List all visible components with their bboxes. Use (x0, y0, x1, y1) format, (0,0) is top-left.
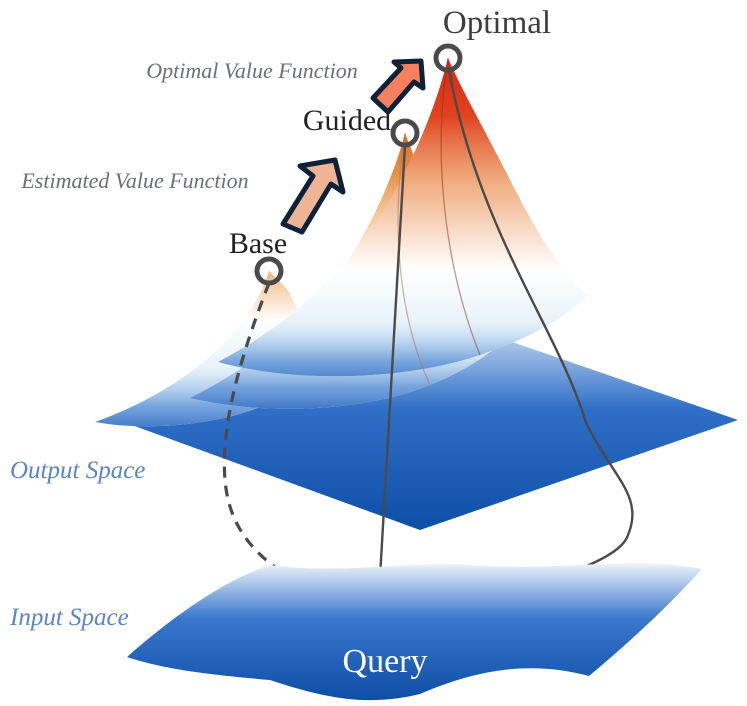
svg-text:Optimal: Optimal (443, 5, 551, 41)
svg-text:Output Space: Output Space (10, 457, 145, 484)
svg-text:Guided: Guided (303, 104, 391, 137)
svg-text:Input Space: Input Space (9, 604, 129, 631)
svg-text:Optimal Value Function: Optimal Value Function (146, 58, 357, 83)
svg-text:Base: Base (229, 227, 287, 260)
svg-text:Estimated Value Function: Estimated Value Function (20, 168, 248, 193)
svg-text:Query: Query (343, 643, 428, 680)
